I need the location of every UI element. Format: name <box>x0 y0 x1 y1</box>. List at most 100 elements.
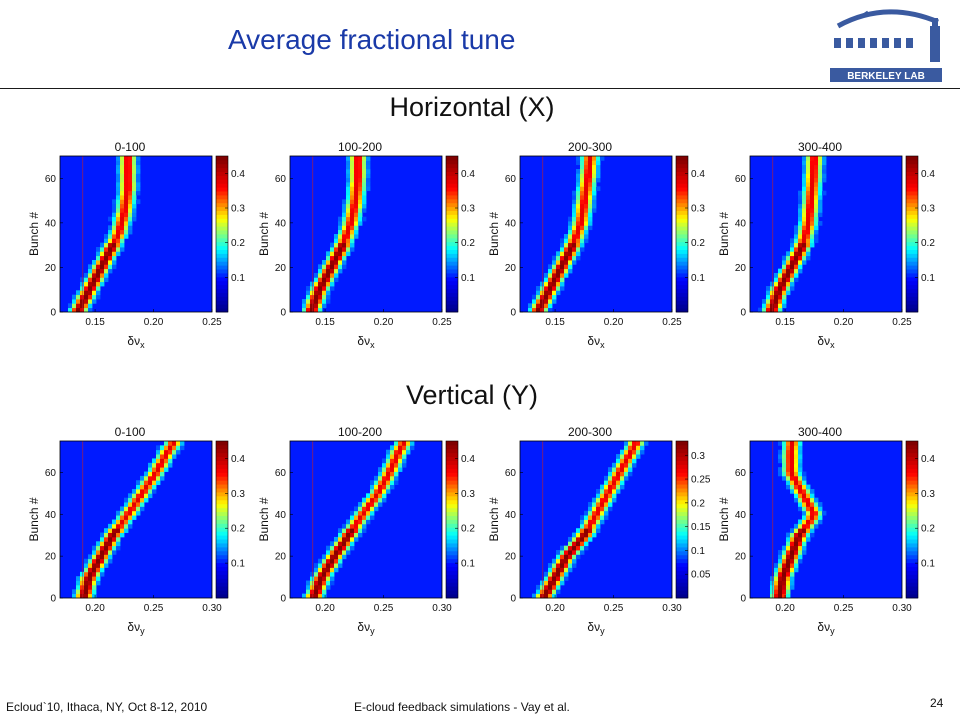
heatmap-cell <box>378 493 383 499</box>
heatmap-cell <box>782 545 787 551</box>
heatmap-cell <box>624 449 629 455</box>
heatmap-cell <box>346 169 351 174</box>
heatmap-cell <box>322 286 327 291</box>
heatmap-cell <box>572 216 577 222</box>
x-tick-label: 0.25 <box>144 603 164 614</box>
colorbar-segment <box>676 249 688 254</box>
heatmap-cell <box>580 203 585 209</box>
colorbar-segment <box>446 167 458 172</box>
heatmap-cell <box>330 277 335 283</box>
colorbar-segment <box>906 535 918 540</box>
heatmap-cell <box>786 484 791 490</box>
colorbar-frame <box>215 440 229 599</box>
y-tick-label: 20 <box>45 263 57 274</box>
heatmap-cell <box>84 303 89 309</box>
colorbar-segment <box>906 273 918 278</box>
colorbar-segment <box>446 594 458 599</box>
heatmap-cell <box>92 567 97 573</box>
heatmap-cell <box>794 567 799 573</box>
colorbar-segment <box>906 253 918 258</box>
colorbar-segment <box>216 472 228 477</box>
colorbar-segment <box>216 441 228 446</box>
colorbar-segment <box>216 464 228 469</box>
heatmap-cell <box>326 264 331 270</box>
heatmap-cell <box>88 580 93 586</box>
heatmap-cell <box>572 234 577 239</box>
heatmap-cell <box>354 190 359 196</box>
heatmap-cell <box>596 510 601 516</box>
heatmap-cell <box>802 164 807 170</box>
colorbar-segment <box>906 476 918 481</box>
heatmap-cell <box>104 255 109 261</box>
colorbar-tick-label: 0.4 <box>921 454 935 465</box>
heatmap-cell <box>80 290 85 296</box>
heatmap-cell <box>358 199 363 205</box>
heatmap-cell <box>120 247 125 252</box>
heatmap-cell <box>96 251 101 257</box>
colorbar-segment <box>676 562 688 567</box>
heatmap-cell <box>334 558 339 564</box>
heatmap-cell <box>92 580 97 586</box>
heatmap-cell <box>814 523 819 529</box>
heatmap-cell <box>576 182 581 187</box>
heatmap-cell <box>560 255 565 261</box>
heatmap-cell <box>92 277 97 283</box>
colorbar-segment <box>676 499 688 505</box>
heatmap-cell <box>346 190 351 196</box>
vertical-section-title: Vertical (Y) <box>405 380 539 410</box>
heatmap-cell <box>540 286 545 291</box>
colorbar-segment <box>216 590 228 595</box>
heatmap-cell <box>536 593 541 599</box>
heatmap-cell <box>108 545 113 551</box>
heatmap-cell <box>342 545 347 551</box>
heatmap-cell <box>398 467 403 472</box>
heatmap-cell <box>104 545 109 551</box>
heatmap-cell <box>802 536 807 542</box>
colorbar-segment <box>446 245 458 250</box>
heatmap-cell <box>552 567 557 573</box>
heatmap-cell <box>576 234 581 239</box>
heatmap-cell <box>386 480 391 486</box>
heatmap-cell <box>112 225 117 231</box>
heatmap-cell <box>354 212 359 218</box>
heatmap-cell <box>798 441 803 446</box>
colorbar-tick-label: 0.4 <box>231 454 245 465</box>
heatmap-cell <box>330 554 335 560</box>
heatmap-cell <box>588 190 593 196</box>
heatmap-cell <box>580 519 585 525</box>
heatmap-cell <box>572 242 577 248</box>
heatmap-cell <box>88 563 93 568</box>
heatmap-cell <box>536 294 541 300</box>
heatmap-cell <box>358 208 363 213</box>
heatmap-cell <box>556 567 561 573</box>
colorbar-segment <box>446 464 458 469</box>
heatmap-cell <box>790 550 795 555</box>
heatmap-cell <box>568 541 573 547</box>
heatmap-cell <box>798 247 803 252</box>
heatmap-cell <box>128 506 133 512</box>
heatmap-cell <box>120 523 125 529</box>
heatmap-cell <box>604 475 609 481</box>
heatmap-cell <box>104 247 109 252</box>
heatmap-cell <box>72 307 77 313</box>
heatmap-cell <box>560 281 565 287</box>
heatmap-cell <box>112 247 117 252</box>
heatmap-cell <box>588 199 593 205</box>
heatmap-cell <box>314 589 319 595</box>
heatmap-cell <box>350 225 355 231</box>
colorbar-segment <box>906 257 918 262</box>
heatmap-cell <box>580 550 585 555</box>
heatmap-cell <box>88 303 93 309</box>
colorbar-tick-label: 0.15 <box>691 522 711 533</box>
heatmap-cell <box>798 519 803 525</box>
heatmap-cell <box>810 238 815 244</box>
heatmap-cell <box>156 462 161 468</box>
heatmap-cell <box>588 186 593 192</box>
colorbar-segment <box>446 562 458 567</box>
heatmap-cell <box>322 571 327 577</box>
heatmap-cell <box>600 488 605 494</box>
heatmap-cell <box>814 221 819 226</box>
heatmap-cell <box>346 182 351 187</box>
